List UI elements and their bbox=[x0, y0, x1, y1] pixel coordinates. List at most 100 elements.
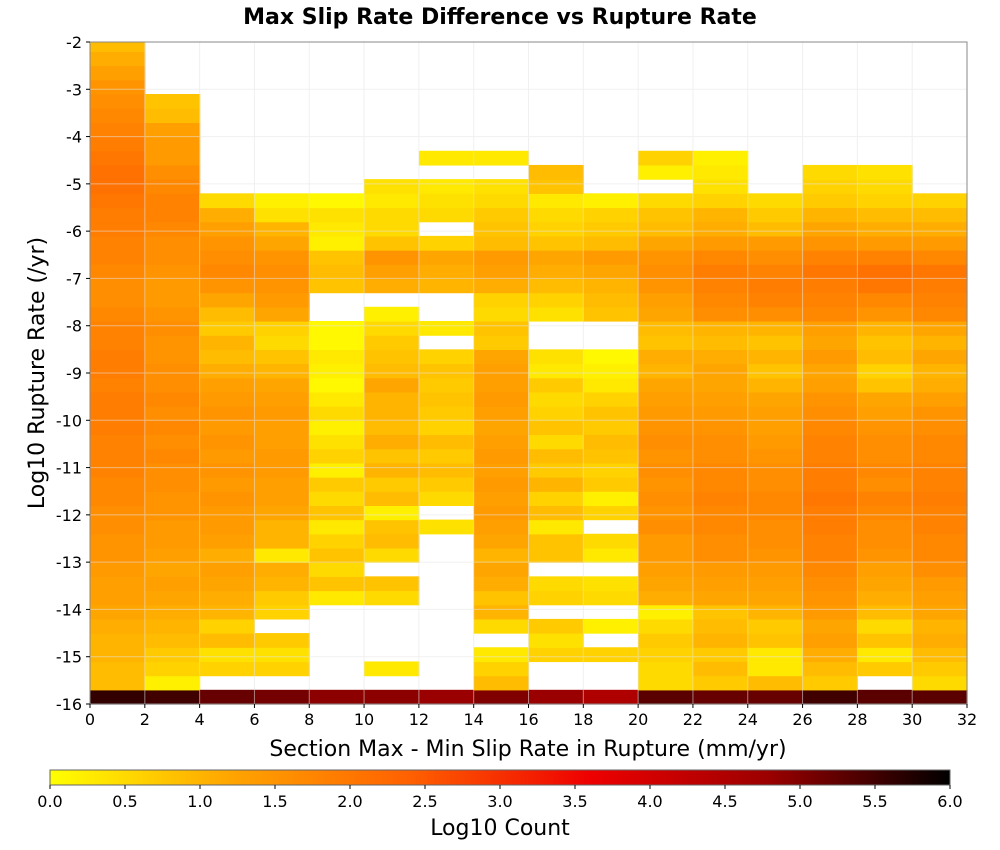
heatmap-cell bbox=[747, 377, 804, 393]
heatmap-cell bbox=[90, 335, 146, 350]
heatmap-cell bbox=[199, 462, 256, 478]
heatmap-cell bbox=[254, 505, 310, 521]
heatmap-cell bbox=[144, 675, 201, 691]
heatmap-cell bbox=[638, 221, 694, 237]
heatmap-cell bbox=[418, 179, 475, 194]
heatmap-cell bbox=[747, 306, 804, 322]
heatmap-cell bbox=[747, 221, 804, 237]
heatmap-cell bbox=[912, 462, 968, 478]
heatmap-cell bbox=[857, 590, 913, 606]
heatmap-cell bbox=[692, 547, 749, 563]
heatmap-cell bbox=[199, 306, 256, 322]
heatmap-cell bbox=[528, 689, 584, 705]
heatmap-cell bbox=[199, 491, 256, 506]
heatmap-cell bbox=[199, 420, 256, 436]
heatmap-cell bbox=[364, 235, 420, 251]
heatmap-cell bbox=[638, 264, 694, 280]
heatmap-cell bbox=[473, 576, 530, 592]
heatmap-cell bbox=[912, 335, 968, 350]
heatmap-cell bbox=[473, 661, 530, 677]
heatmap-cell bbox=[638, 547, 694, 563]
heatmap-cell bbox=[638, 519, 694, 535]
heatmap-cell bbox=[90, 533, 146, 549]
heatmap-cell bbox=[802, 562, 858, 577]
heatmap-cell bbox=[144, 264, 201, 280]
heatmap-cell bbox=[638, 562, 694, 577]
heatmap-cell bbox=[528, 491, 584, 506]
heatmap-cell bbox=[692, 306, 749, 322]
heatmap-cell bbox=[144, 533, 201, 549]
heatmap-cell bbox=[912, 491, 968, 506]
colorbar-tick-label: 5.5 bbox=[862, 792, 887, 811]
heatmap-cell bbox=[912, 250, 968, 265]
heatmap-cell bbox=[144, 406, 201, 421]
heatmap-cell bbox=[473, 391, 530, 407]
heatmap-cell bbox=[473, 434, 530, 450]
heatmap-cell bbox=[802, 604, 858, 620]
y-tick-label: -10 bbox=[56, 411, 82, 430]
heatmap-cell bbox=[912, 618, 968, 634]
heatmap-cell bbox=[254, 519, 310, 535]
heatmap-cell bbox=[802, 590, 858, 606]
heatmap-cell bbox=[309, 491, 365, 506]
heatmap-cell bbox=[857, 689, 913, 705]
heatmap-cell bbox=[912, 576, 968, 592]
heatmap-cell bbox=[364, 547, 420, 563]
heatmap-cell bbox=[144, 689, 201, 705]
heatmap-cell bbox=[90, 250, 146, 265]
heatmap-cell bbox=[199, 647, 256, 663]
heatmap-cell bbox=[802, 264, 858, 280]
heatmap-cell bbox=[254, 406, 310, 421]
heatmap-cell bbox=[802, 250, 858, 265]
heatmap-cell bbox=[912, 363, 968, 379]
x-axis-label: Section Max - Min Slip Rate in Rupture (… bbox=[269, 737, 786, 762]
y-axis-label: Log10 Rupture Rate (/yr) bbox=[25, 237, 50, 509]
heatmap-cell bbox=[254, 264, 310, 280]
heatmap-cell bbox=[90, 562, 146, 577]
heatmap-cell bbox=[912, 207, 968, 223]
heatmap-cell bbox=[473, 477, 530, 492]
heatmap-cell bbox=[90, 193, 146, 209]
heatmap-cell bbox=[638, 477, 694, 492]
x-tick-label: 6 bbox=[249, 710, 259, 729]
x-tick-label: 22 bbox=[683, 710, 703, 729]
heatmap-cell bbox=[473, 604, 530, 620]
heatmap-cell bbox=[144, 235, 201, 251]
heatmap-cell bbox=[583, 264, 639, 280]
heatmap-cell bbox=[747, 533, 804, 549]
heatmap-cell bbox=[912, 292, 968, 308]
colorbar-tick-label: 6.0 bbox=[937, 792, 962, 811]
heatmap-cell bbox=[528, 647, 584, 663]
heatmap-cell bbox=[254, 633, 310, 648]
heatmap-cell bbox=[802, 618, 858, 634]
heatmap-cell bbox=[144, 108, 201, 123]
heatmap-cell bbox=[583, 505, 639, 521]
heatmap-cell bbox=[90, 661, 146, 677]
heatmap-cell bbox=[692, 363, 749, 379]
heatmap-cell bbox=[802, 292, 858, 308]
heatmap-cell bbox=[199, 547, 256, 563]
heatmap-cell bbox=[802, 406, 858, 421]
heatmap-cell bbox=[528, 576, 584, 592]
heatmap-cell bbox=[309, 462, 365, 478]
heatmap-cell bbox=[692, 264, 749, 280]
heatmap-cell bbox=[638, 349, 694, 365]
heatmap-cell bbox=[583, 618, 639, 634]
heatmap-cell bbox=[692, 221, 749, 237]
colorbar-label: Log10 Count bbox=[430, 816, 570, 841]
heatmap-cell bbox=[473, 221, 530, 237]
heatmap-cell bbox=[638, 420, 694, 436]
heatmap-cell bbox=[802, 661, 858, 677]
heatmap-cell bbox=[254, 250, 310, 265]
heatmap-cell bbox=[747, 292, 804, 308]
heatmap-cell bbox=[418, 448, 475, 464]
heatmap-cell bbox=[528, 264, 584, 280]
heatmap-cell bbox=[144, 349, 201, 365]
heatmap-cell bbox=[857, 462, 913, 478]
heatmap-cell bbox=[912, 221, 968, 237]
heatmap-cell bbox=[747, 547, 804, 563]
heatmap-cell bbox=[747, 420, 804, 436]
heatmap-cell bbox=[144, 477, 201, 492]
heatmap-cell bbox=[254, 547, 310, 563]
heatmap-cell bbox=[528, 448, 584, 464]
